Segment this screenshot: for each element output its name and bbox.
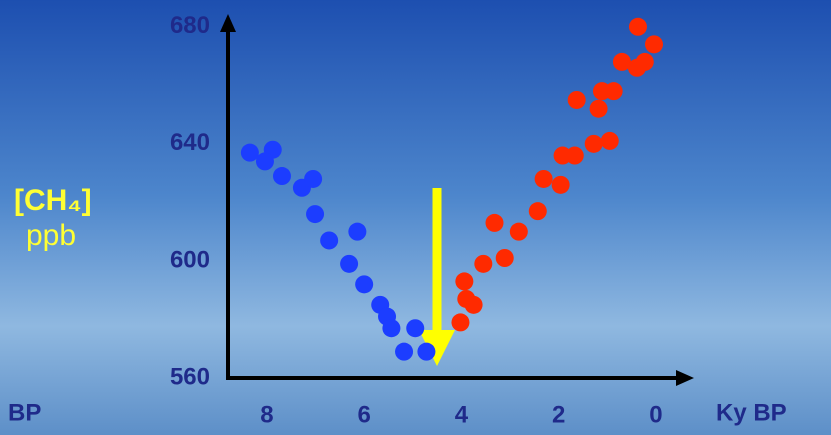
data-point: [340, 255, 358, 273]
data-point: [552, 176, 570, 194]
data-point: [474, 255, 492, 273]
data-point: [645, 35, 663, 53]
y-axis-unit: ppb: [26, 219, 76, 252]
data-point: [535, 170, 553, 188]
x-tick-label: 8: [260, 401, 273, 428]
y-tick-label: 640: [170, 129, 210, 156]
data-point: [256, 152, 274, 170]
y-tick-label: 680: [170, 12, 210, 39]
data-point: [605, 82, 623, 100]
data-point: [601, 132, 619, 150]
data-point: [320, 231, 338, 249]
data-point: [636, 53, 654, 71]
data-point: [306, 205, 324, 223]
data-point: [417, 343, 435, 361]
data-point: [451, 313, 469, 331]
y-axis-label: [CH₄]: [14, 184, 92, 217]
data-point: [566, 147, 584, 165]
data-point: [304, 170, 322, 188]
x-tick-label: 4: [455, 401, 469, 428]
data-point: [241, 144, 259, 162]
data-point: [273, 167, 291, 185]
data-point: [568, 91, 586, 109]
data-point: [355, 275, 373, 293]
data-point: [382, 319, 400, 337]
data-point: [510, 223, 528, 241]
data-point: [348, 223, 366, 241]
data-point: [496, 249, 514, 267]
data-point: [406, 319, 424, 337]
x-axis-label: Ky BP: [716, 399, 787, 426]
x-tick-label: 0: [649, 401, 662, 428]
data-point: [455, 272, 473, 290]
y-tick-label: 560: [170, 363, 210, 390]
x-tick-label: 6: [357, 401, 370, 428]
data-point: [486, 214, 504, 232]
data-point: [465, 296, 483, 314]
annotation: BP: [8, 399, 41, 426]
data-point: [529, 202, 547, 220]
page: {"chart_data": { "type": "scatter", "y_l…: [0, 0, 831, 435]
data-point: [590, 100, 608, 118]
data-point: [585, 135, 603, 153]
data-point: [629, 18, 647, 36]
chart: [CH₄] ppb BP Ky BP 560 600 640 680 8 6 4 2 0: [0, 0, 831, 435]
y-tick-label: 600: [170, 246, 210, 273]
background: [0, 0, 831, 435]
x-tick-label: 2: [552, 401, 565, 428]
data-point: [395, 343, 413, 361]
